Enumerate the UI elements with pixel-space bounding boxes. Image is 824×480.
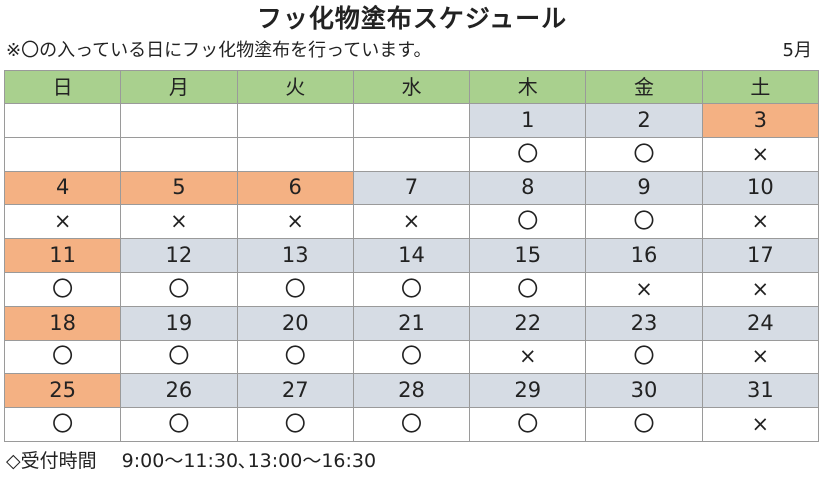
- date-cell: 23: [586, 306, 702, 340]
- date-cell: 27: [237, 374, 353, 408]
- availability-mark: ×: [702, 205, 818, 239]
- availability-mark: ×: [586, 272, 702, 306]
- availability-mark: 〇: [237, 340, 353, 374]
- date-cell: 24: [702, 306, 818, 340]
- availability-mark: 〇: [470, 137, 586, 171]
- date-cell: 13: [237, 239, 353, 273]
- availability-mark: 〇: [121, 408, 237, 442]
- weekday-fri: 金: [586, 71, 702, 104]
- date-cell: 18: [5, 306, 121, 340]
- availability-mark: 〇: [470, 272, 586, 306]
- date-cell: 17: [702, 239, 818, 273]
- availability-mark: ×: [121, 205, 237, 239]
- calendar-body: 1 2 3 〇〇 × 4 5 6 7 8 9 10 × × × × 〇〇 × 11 12 13 14 15 16 17 〇〇〇〇〇…: [5, 104, 819, 442]
- date-cell: [121, 104, 237, 138]
- availability-mark: ×: [353, 205, 469, 239]
- date-row: 18 19 20 21 22 23 24: [5, 306, 819, 340]
- availability-row: 〇〇〇〇〇〇 ×: [5, 408, 819, 442]
- date-cell: [5, 104, 121, 138]
- date-cell: 19: [121, 306, 237, 340]
- availability-mark: 〇: [586, 137, 702, 171]
- availability-row: 〇〇〇〇 × 〇 ×: [5, 340, 819, 374]
- date-cell: 2: [586, 104, 702, 138]
- reception-hours: ◇受付時間 9:00～11:30､13:00～16:30: [6, 448, 376, 474]
- date-cell: 20: [237, 306, 353, 340]
- availability-mark: ×: [702, 408, 818, 442]
- availability-mark: 〇: [586, 340, 702, 374]
- date-cell: 12: [121, 239, 237, 273]
- availability-mark: 〇: [470, 205, 586, 239]
- date-cell: 25: [5, 374, 121, 408]
- date-cell: [237, 104, 353, 138]
- date-cell: 1: [470, 104, 586, 138]
- date-cell: 8: [470, 171, 586, 205]
- availability-mark: 〇: [237, 408, 353, 442]
- date-cell: 28: [353, 374, 469, 408]
- date-row: 11 12 13 14 15 16 17: [5, 239, 819, 273]
- date-cell: 16: [586, 239, 702, 273]
- availability-mark: 〇: [353, 340, 469, 374]
- date-cell: 5: [121, 171, 237, 205]
- availability-mark: [5, 137, 121, 171]
- availability-mark: [121, 137, 237, 171]
- date-cell: 4: [5, 171, 121, 205]
- availability-mark: 〇: [121, 272, 237, 306]
- availability-mark: ×: [237, 205, 353, 239]
- weekday-mon: 月: [121, 71, 237, 104]
- availability-row: 〇〇〇〇〇 × ×: [5, 272, 819, 306]
- date-cell: 29: [470, 374, 586, 408]
- weekday-sat: 土: [702, 71, 818, 104]
- date-row: 4 5 6 7 8 9 10: [5, 171, 819, 205]
- weekday-wed: 水: [353, 71, 469, 104]
- date-cell: [353, 104, 469, 138]
- weekday-thu: 木: [470, 71, 586, 104]
- date-cell: 7: [353, 171, 469, 205]
- availability-mark: ×: [702, 340, 818, 374]
- availability-mark: ×: [702, 137, 818, 171]
- availability-mark: [353, 137, 469, 171]
- date-cell: 30: [586, 374, 702, 408]
- availability-mark: 〇: [121, 340, 237, 374]
- date-cell: 10: [702, 171, 818, 205]
- availability-mark: 〇: [586, 408, 702, 442]
- availability-mark: 〇: [353, 272, 469, 306]
- schedule-note: ※〇の入っている日にフッ化物塗布を行っています。: [6, 39, 431, 63]
- date-row: 25 26 27 28 29 30 31: [5, 374, 819, 408]
- availability-mark: 〇: [5, 340, 121, 374]
- date-cell: 22: [470, 306, 586, 340]
- date-cell: 9: [586, 171, 702, 205]
- date-cell: 6: [237, 171, 353, 205]
- date-cell: 14: [353, 239, 469, 273]
- date-cell: 26: [121, 374, 237, 408]
- weekday-header-row: 日 月 火 水 木 金 土: [5, 71, 819, 104]
- availability-mark: 〇: [237, 272, 353, 306]
- availability-row: 〇〇 ×: [5, 137, 819, 171]
- availability-mark: ×: [470, 340, 586, 374]
- availability-mark: ×: [5, 205, 121, 239]
- page-title: フッ化物塗布スケジュール: [0, 3, 824, 35]
- availability-mark: 〇: [470, 408, 586, 442]
- availability-row: × × × × 〇〇 ×: [5, 205, 819, 239]
- availability-mark: 〇: [5, 408, 121, 442]
- availability-mark: 〇: [586, 205, 702, 239]
- weekday-tue: 火: [237, 71, 353, 104]
- date-cell: 15: [470, 239, 586, 273]
- availability-mark: ×: [702, 272, 818, 306]
- date-cell: 31: [702, 374, 818, 408]
- availability-mark: 〇: [353, 408, 469, 442]
- date-cell: 21: [353, 306, 469, 340]
- weekday-sun: 日: [5, 71, 121, 104]
- date-cell: 11: [5, 239, 121, 273]
- calendar-table: 日 月 火 水 木 金 土 1 2 3 〇〇 × 4 5 6 7 8 9 10 × × × × 〇〇 × 11 12 1…: [4, 70, 819, 442]
- month-label: 5月: [783, 39, 812, 63]
- date-cell: 3: [702, 104, 818, 138]
- availability-mark: [237, 137, 353, 171]
- availability-mark: 〇: [5, 272, 121, 306]
